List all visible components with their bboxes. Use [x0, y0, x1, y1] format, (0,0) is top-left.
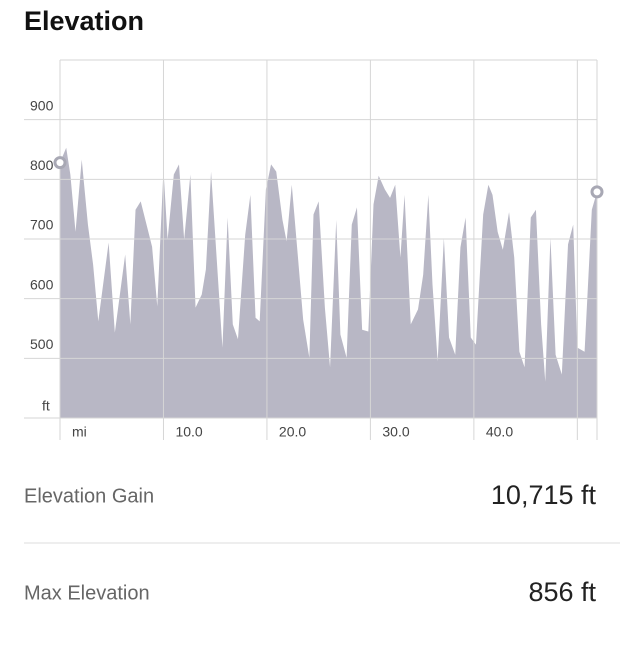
- stat-value: 10,715 ft: [491, 480, 597, 510]
- stat-label: Elevation Gain: [24, 485, 154, 507]
- x-tick-label: 20.0: [279, 424, 306, 440]
- y-tick-label: 900: [30, 97, 54, 113]
- y-axis-unit: ft: [42, 398, 50, 414]
- x-tick-label: 30.0: [382, 424, 409, 440]
- y-tick-label: 800: [30, 157, 54, 173]
- y-tick-label: 500: [30, 336, 54, 352]
- y-tick-label: 600: [30, 276, 54, 292]
- end-marker: [590, 185, 604, 199]
- end-marker: [53, 156, 67, 170]
- x-tick-label: mi: [72, 424, 87, 440]
- elevation-area: [60, 147, 597, 418]
- x-tick-label: 40.0: [486, 424, 513, 440]
- stat-label: Max Elevation: [24, 582, 150, 604]
- title: Elevation: [24, 6, 144, 36]
- stat-value: 856 ft: [528, 577, 596, 607]
- x-tick-label: 10.0: [175, 424, 202, 440]
- y-tick-label: 700: [30, 217, 54, 233]
